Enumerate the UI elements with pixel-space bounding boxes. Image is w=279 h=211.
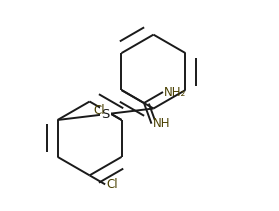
- Text: NH₂: NH₂: [164, 85, 186, 99]
- Text: Cl: Cl: [106, 178, 118, 191]
- Text: NH: NH: [153, 117, 170, 130]
- Text: Cl: Cl: [93, 104, 105, 118]
- Text: S: S: [101, 108, 110, 121]
